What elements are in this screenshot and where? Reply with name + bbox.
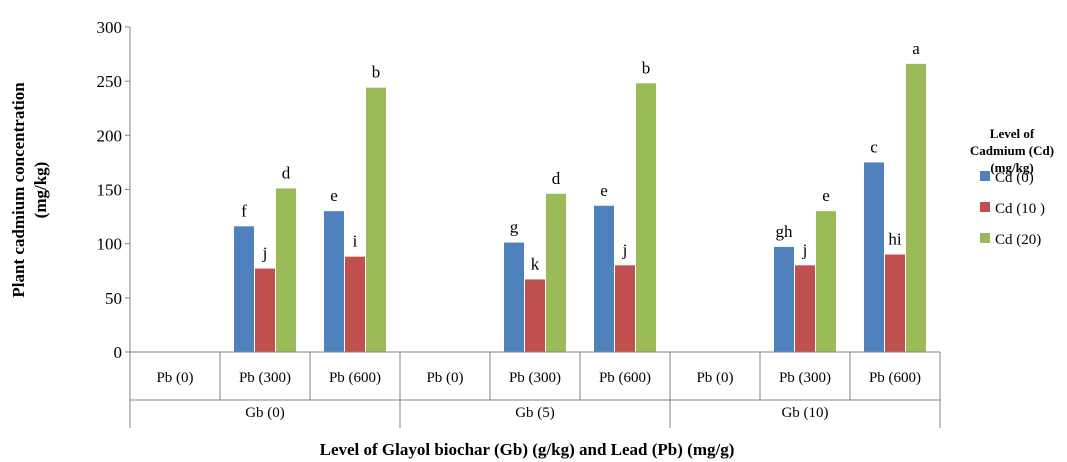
x-category-label: Pb (300) [779, 370, 831, 386]
bar [795, 265, 815, 352]
bar-significance-label: d [552, 169, 561, 188]
bar-significance-label: a [912, 39, 920, 58]
bar [816, 211, 836, 352]
y-tick-label: 100 [97, 235, 123, 254]
x-category-label: Pb (300) [239, 370, 291, 386]
y-axis: 0 50 100 150 200 250 300 [97, 18, 131, 362]
x-axis-title: Level of Glayol biochar (Gb) (g/kg) and … [320, 440, 735, 459]
x-category-label: Pb (600) [329, 370, 381, 386]
bar [594, 205, 614, 352]
bar-significance-label: c [870, 137, 878, 156]
y-axis-title-line2: (mg/kg) [31, 162, 50, 219]
legend-title-line3: (mg/kg) [990, 160, 1033, 175]
bar-significance-label: e [600, 181, 608, 200]
legend-title-line1: Level of [990, 126, 1035, 141]
bar [324, 211, 344, 352]
bar-significance-label: j [622, 240, 628, 259]
bar-significance-label: g [510, 218, 519, 237]
y-tick-label: 300 [97, 18, 123, 37]
legend-title-line2: Cadmium (Cd) [970, 143, 1054, 158]
bar-significance-label: j [262, 244, 268, 263]
x-category-label: Pb (0) [426, 370, 463, 386]
y-tick-label: 0 [114, 343, 123, 362]
y-tick-label: 200 [97, 126, 123, 145]
x-category-label: Pb (600) [599, 370, 651, 386]
bar-significance-label: d [282, 163, 291, 182]
bar [504, 242, 524, 352]
bar [345, 256, 365, 352]
bar [774, 246, 794, 352]
x-category-label: Pb (600) [869, 370, 921, 386]
y-tick-label: 250 [97, 72, 123, 91]
bar-significance-label: b [372, 63, 381, 82]
bar-significance-label: i [353, 232, 358, 251]
x-category-label: Pb (0) [156, 370, 193, 386]
bar-significance-label: e [822, 186, 830, 205]
bar-significance-label: b [642, 58, 651, 77]
bar [255, 268, 275, 352]
legend-entry-label: Cd (20) [995, 232, 1041, 248]
x-axis: Pb (0) Pb (300) Pb (600) Pb (0) Pb (300) Pb (… [129, 351, 941, 428]
bar [906, 63, 926, 352]
x-category-label: Pb (300) [509, 370, 561, 386]
legend-swatch [980, 171, 990, 181]
legend-entry-label: Cd (10 ) [995, 201, 1045, 217]
bars [234, 63, 926, 353]
bar [525, 279, 545, 352]
bar [234, 226, 254, 352]
x-category-label: Pb (0) [696, 370, 733, 386]
bar-significance-label: j [802, 240, 808, 259]
legend-swatch [980, 233, 990, 243]
bar-significance-label: k [531, 254, 540, 273]
legend: Level of Cadmium (Cd) (mg/kg) Cd (0) Cd (… [970, 126, 1054, 248]
bar [636, 83, 656, 352]
legend-entry-label: Cd (0) [995, 170, 1034, 186]
x-group-label: Gb (10) [781, 405, 828, 421]
legend-swatch [980, 202, 990, 212]
bar [615, 265, 635, 352]
bar-significance-label: hi [888, 230, 902, 249]
bar [885, 254, 905, 352]
bar-significance-label: gh [776, 222, 794, 241]
bar [546, 193, 566, 352]
bar [366, 87, 386, 353]
bar-significance-label: f [241, 201, 247, 220]
x-group-label: Gb (5) [515, 405, 555, 421]
bar-significance-label: e [330, 186, 338, 205]
y-axis-title-line1: Plant cadmium concentration [9, 82, 28, 298]
x-group-label: Gb (0) [245, 405, 285, 421]
y-tick-label: 50 [105, 289, 122, 308]
bar [864, 162, 884, 352]
bar [276, 188, 296, 352]
y-tick-label: 150 [97, 181, 123, 200]
